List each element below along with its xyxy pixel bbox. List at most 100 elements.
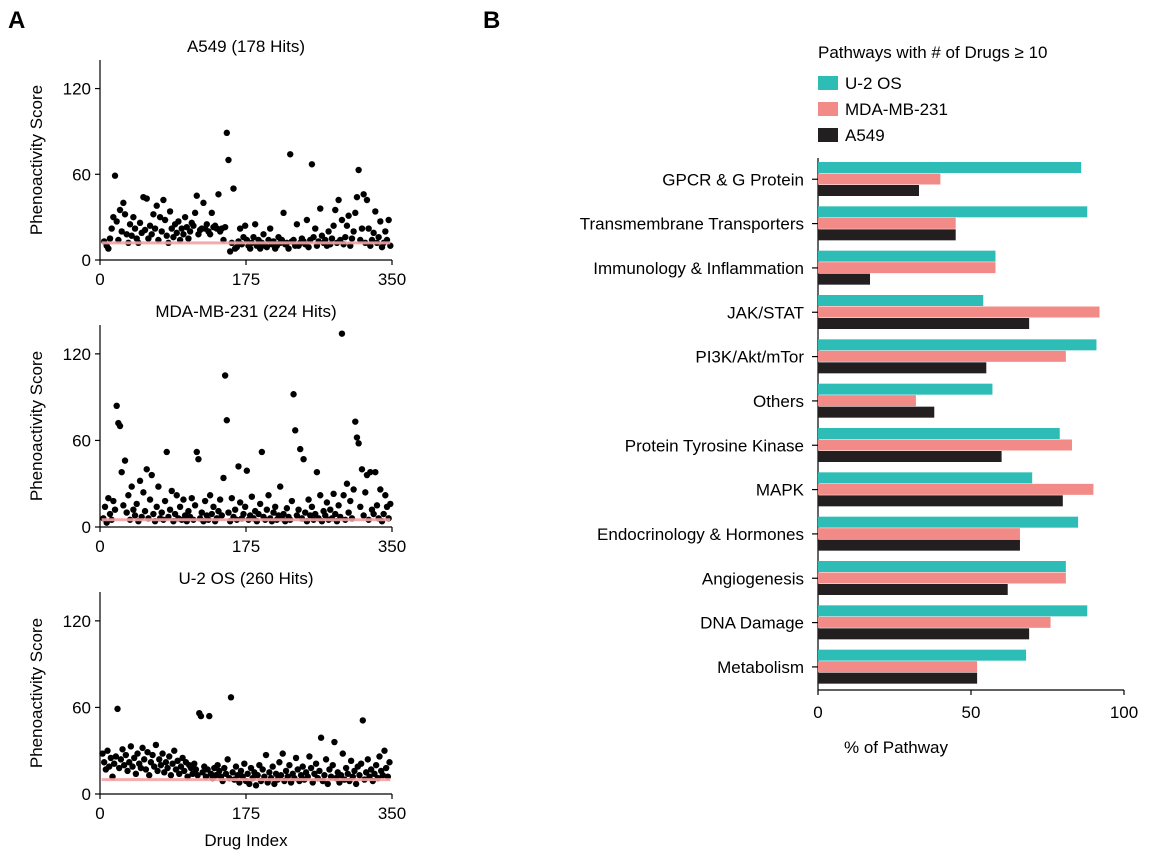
data-point [122,751,130,759]
bar [818,362,987,374]
data-point [250,233,257,241]
bar [818,339,1097,351]
bar [818,173,941,185]
data-point [303,216,311,224]
data-point [364,756,372,763]
data-point [297,445,304,453]
data-point [226,248,234,255]
data-point [123,231,130,238]
scatter-plot-1: A549 (178 Hits) 0 60 120 0 175 350 Phenoactivit… [27,37,406,289]
data-point [230,185,237,192]
x-tick-label: 0 [95,804,104,823]
bar [818,206,1088,218]
data-point [221,372,229,379]
data-point [355,440,362,447]
data-point [272,503,279,510]
data-point [352,209,359,217]
x-tick-label: 0 [95,270,104,289]
data-point [232,763,240,770]
data-point [111,172,119,179]
bar [818,217,956,229]
data-point [229,769,236,776]
category-label: GPCR & G Protein [662,170,804,189]
data-point [113,402,120,409]
data-point [104,747,111,754]
scatter-title: A549 (178 Hits) [187,37,305,56]
scatter-plot-3: U-2 OS (260 Hits) 0 60 120 0 175 350 Phenoactiv… [27,569,406,850]
bar [818,306,1100,318]
data-point [367,766,375,773]
y-axis-label: Phenoactivity Score [27,85,46,235]
data-point [204,766,211,773]
data-point [244,770,251,777]
data-point [206,231,214,238]
data-point [116,422,124,430]
data-point [215,507,222,515]
category-label: MAPK [756,481,805,500]
data-point [322,756,330,763]
data-point [302,509,309,516]
bar [818,616,1051,628]
data-point [107,754,115,762]
legend-label-2: MDA-MB-231 [845,100,948,119]
data-point [158,228,165,235]
data-point [305,243,312,251]
data-point [277,483,284,490]
data-point [347,497,354,505]
data-point [224,756,231,763]
data-point [216,767,223,775]
data-point [236,225,244,232]
data-point [127,743,135,750]
data-point [158,509,165,516]
data-point [146,222,154,229]
category-label: Others [753,392,804,411]
data-point [295,506,302,513]
data-point [379,772,387,779]
data-point [285,245,292,252]
data-point [116,206,124,214]
data-point [173,492,180,499]
data-point [212,772,220,779]
x-axis-label: Drug Index [204,831,288,850]
data-point [152,741,160,749]
data-point [126,759,133,766]
data-point [259,766,266,773]
data-point [171,747,178,754]
data-point [160,196,167,204]
y-tick-label: 60 [72,165,91,184]
data-point [191,209,199,217]
data-point [168,487,175,495]
category-label: Protein Tyrosine Kinase [625,436,804,455]
y-tick-label: 0 [82,518,91,537]
data-point [139,744,146,752]
data-point [146,496,154,503]
data-point [132,770,140,777]
data-point [338,216,346,224]
data-point [372,468,379,476]
data-point [317,734,325,741]
data-point [348,235,356,242]
data-point [208,510,215,518]
data-point [181,213,189,221]
data-point [114,705,121,713]
data-point [311,770,318,777]
data-point [307,764,315,772]
panel-a-label: A [8,7,25,34]
bar [818,649,1027,661]
data-point [300,455,307,463]
data-point [247,764,255,772]
data-point [256,245,264,252]
data-point [131,512,139,519]
bar [818,395,916,407]
y-tick-label: 0 [82,251,91,270]
bar [818,584,1008,595]
data-point [161,216,169,224]
data-point [375,233,382,241]
data-point [269,763,276,770]
data-point [106,510,114,518]
bar [818,295,984,306]
data-point [192,766,200,773]
data-point [191,760,198,767]
data-point [163,232,170,239]
